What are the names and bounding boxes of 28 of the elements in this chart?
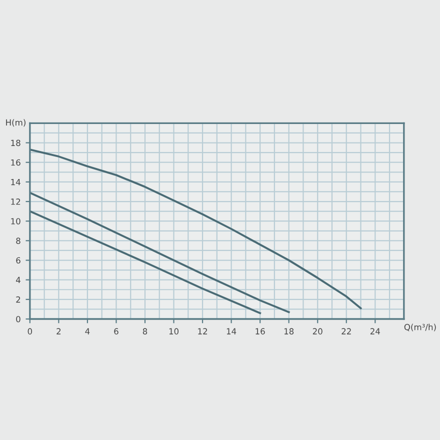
y-tick-label: 10 <box>11 218 20 224</box>
x-tick-label: 20 <box>312 328 322 334</box>
y-tick-label: 16 <box>11 159 20 166</box>
line-series <box>30 192 290 314</box>
x-tick-label: 0 <box>28 328 32 334</box>
x-tick-label: 22 <box>342 328 351 334</box>
x-tick-label: 10 <box>169 328 179 334</box>
x-tick-label: 14 <box>226 328 236 334</box>
x-tick-label: 16 <box>256 328 265 334</box>
y-tick-label: 6 <box>16 257 20 264</box>
y-tick-label: 0 <box>16 316 20 322</box>
y-tick-label: 18 <box>11 140 20 146</box>
y-axis-title: H(m) <box>6 119 26 127</box>
x-tick-label: 4 <box>85 328 90 334</box>
x-tick-label: 24 <box>370 328 380 334</box>
x-tick-label: 12 <box>198 328 208 334</box>
y-tick-label: 4 <box>16 276 20 284</box>
y-tick-label: 12 <box>11 198 20 205</box>
x-tick-label: 6 <box>114 328 118 334</box>
x-tick-label: 2 <box>56 328 61 334</box>
line-series <box>30 210 262 314</box>
x-tick-label: 8 <box>142 328 148 334</box>
y-tick-label: 2 <box>16 296 20 303</box>
line-series <box>30 148 362 310</box>
y-tick-label: 14 <box>11 179 20 186</box>
x-axis-title: Q(m³/h) <box>404 324 436 332</box>
y-tick-label: 8 <box>16 238 20 244</box>
x-tick-label: 18 <box>284 328 294 334</box>
